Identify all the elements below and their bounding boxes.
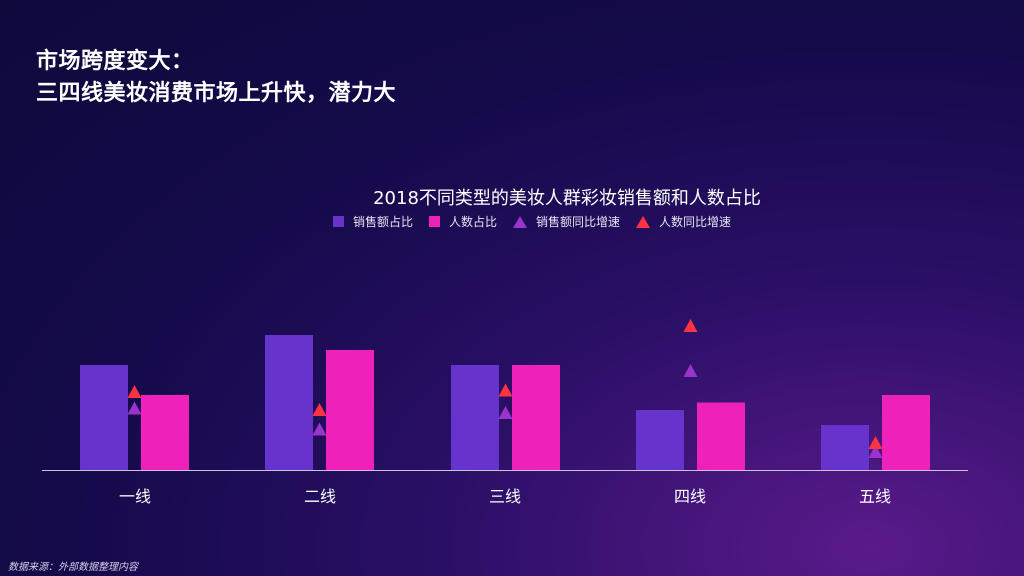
x-tick-label-2: 三线	[489, 487, 521, 506]
bar-sales-share-3	[636, 410, 684, 470]
marker-people-growth-3	[683, 319, 698, 332]
bar-people-share-4	[882, 395, 930, 470]
marker-sales-growth-4	[868, 445, 883, 458]
marker-people-growth-2	[498, 383, 513, 397]
x-tick-label-1: 二线	[304, 487, 336, 506]
marker-people-growth-0	[127, 385, 142, 398]
legend-swatch-people-share	[429, 216, 441, 227]
bar-sales-share-4	[821, 425, 869, 470]
marker-sales-growth-0	[127, 401, 142, 415]
marker-sales-growth-3	[683, 364, 698, 377]
data-source-note: 数据来源：外部数据整理内容	[8, 562, 138, 573]
chart-legend: 销售额占比 人数占比 销售额同比增速 人数同比增速	[333, 213, 747, 230]
slide-title-line1: 市场跨度变大：	[36, 49, 194, 74]
legend-label-people-growth: 人数同比增速	[659, 215, 732, 229]
bar-people-share-0	[141, 395, 189, 470]
legend-item-people-share: 人数占比	[429, 213, 497, 230]
bar-people-share-2	[512, 365, 560, 470]
slide-title: 市场跨度变大： 三四线美妆消费市场上升快，潜力大	[36, 46, 396, 110]
slide-title-line2: 三四线美妆消费市场上升快，潜力大	[36, 81, 397, 106]
legend-triangle-sales-growth	[513, 215, 528, 228]
legend-label-sales-share: 销售额占比	[353, 215, 414, 229]
chart-title: 2018不同类型的美妆人群彩妆销售额和人数占比	[373, 188, 761, 209]
marker-sales-growth-1	[312, 422, 327, 436]
legend-triangle-people-growth	[636, 215, 651, 228]
bar-sales-share-0	[80, 365, 128, 470]
marker-people-growth-4	[868, 436, 883, 449]
bar-people-share-3	[697, 402, 745, 470]
legend-swatch-sales-share	[333, 216, 344, 227]
x-tick-label-0: 一线	[119, 487, 151, 506]
legend-item-sales-share: 销售额占比	[333, 213, 413, 230]
bar-sales-share-2	[451, 365, 499, 470]
bar-sales-share-1	[265, 335, 313, 470]
x-tick-label-4: 五线	[859, 487, 891, 506]
legend-item-people-growth: 人数同比增速	[636, 213, 731, 230]
legend-label-sales-growth: 销售额同比增速	[536, 215, 621, 229]
marker-sales-growth-2	[498, 406, 513, 419]
x-tick-label-3: 四线	[674, 487, 706, 506]
bar-people-share-1	[326, 350, 374, 470]
marker-people-growth-1	[312, 403, 327, 416]
legend-label-people-share: 人数占比	[449, 215, 498, 229]
legend-item-sales-growth: 销售额同比增速	[513, 213, 620, 230]
